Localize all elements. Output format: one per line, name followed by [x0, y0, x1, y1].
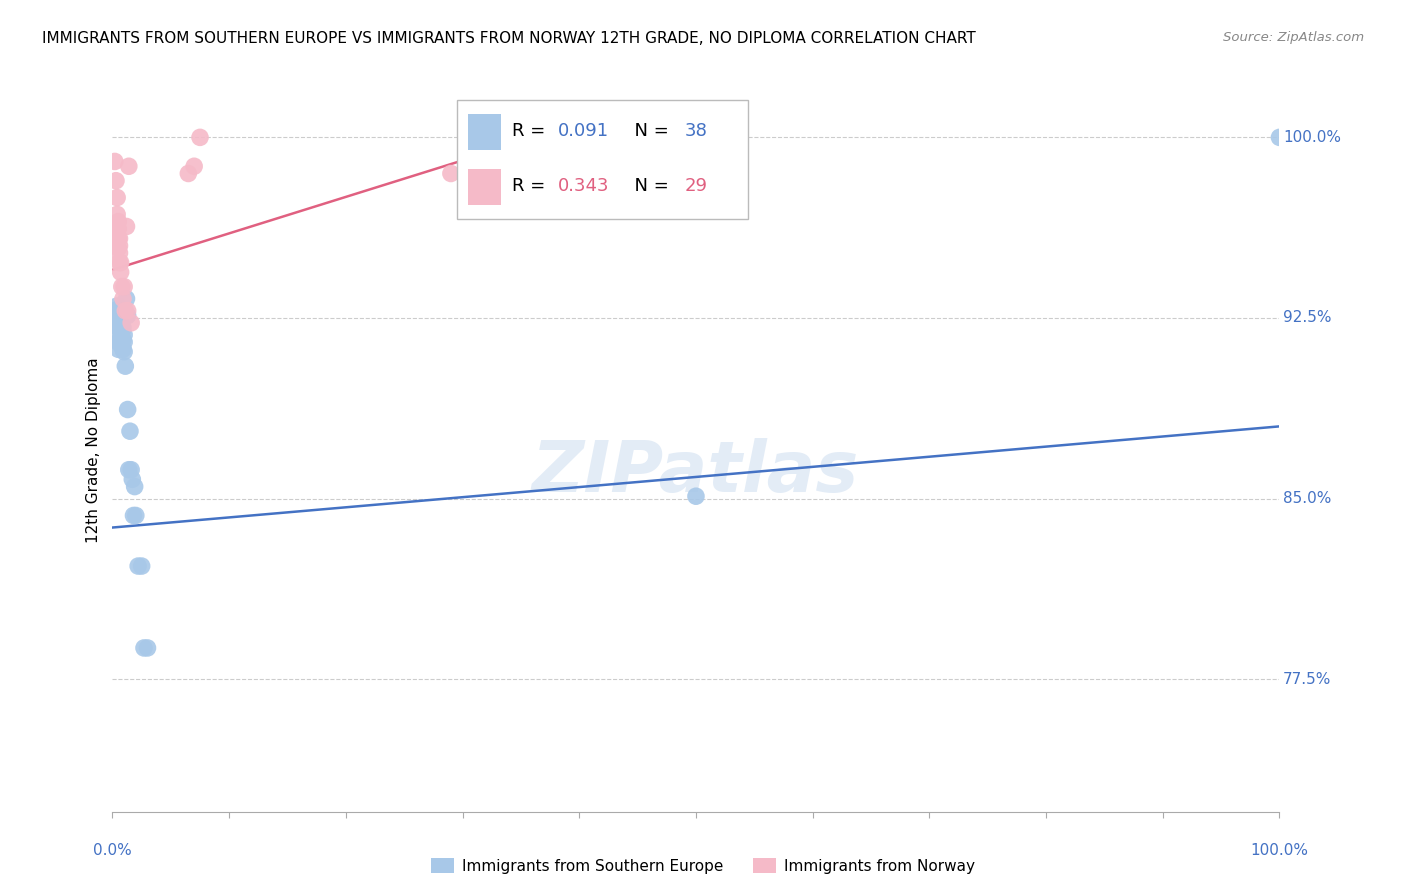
Point: [107, 222, 129, 236]
Point: [110, 320, 132, 334]
Point: [107, 343, 129, 357]
Text: 100.0%: 100.0%: [1282, 130, 1341, 145]
Text: 77.5%: 77.5%: [1282, 672, 1331, 687]
Point: [114, 303, 136, 318]
Point: [112, 327, 135, 342]
Point: [112, 335, 135, 350]
Point: [110, 337, 132, 351]
Point: [177, 167, 200, 181]
Point: [117, 303, 139, 318]
Point: [107, 241, 129, 255]
Point: [131, 559, 153, 574]
Point: [685, 489, 707, 503]
Text: 92.5%: 92.5%: [1282, 310, 1331, 326]
Text: 0.0%: 0.0%: [93, 843, 132, 858]
Point: [107, 215, 129, 229]
Y-axis label: 12th Grade, No Diploma: 12th Grade, No Diploma: [86, 358, 101, 543]
Text: 85.0%: 85.0%: [1282, 491, 1331, 506]
Point: [509, 154, 531, 169]
Point: [110, 333, 132, 347]
Point: [127, 559, 149, 574]
Point: [108, 313, 131, 327]
Point: [107, 327, 129, 342]
Point: [104, 174, 127, 188]
Point: [105, 222, 128, 236]
Point: [125, 508, 148, 523]
Point: [107, 335, 129, 350]
Point: [105, 191, 128, 205]
Text: Source: ZipAtlas.com: Source: ZipAtlas.com: [1223, 31, 1364, 45]
Point: [108, 246, 131, 260]
Point: [111, 326, 134, 340]
Point: [108, 231, 131, 245]
Point: [105, 311, 128, 326]
Point: [124, 480, 146, 494]
Point: [107, 320, 129, 334]
Point: [188, 130, 211, 145]
Point: [104, 154, 127, 169]
Point: [105, 231, 128, 245]
Point: [115, 292, 138, 306]
Point: [111, 279, 134, 293]
Point: [110, 265, 132, 279]
Point: [120, 463, 142, 477]
Point: [112, 344, 135, 359]
Point: [110, 255, 132, 269]
Point: [136, 640, 159, 655]
Point: [111, 292, 134, 306]
Point: [104, 303, 127, 318]
Point: [108, 301, 131, 316]
Point: [118, 463, 141, 477]
Text: IMMIGRANTS FROM SOUTHERN EUROPE VS IMMIGRANTS FROM NORWAY 12TH GRADE, NO DIPLOMA: IMMIGRANTS FROM SOUTHERN EUROPE VS IMMIG…: [42, 31, 976, 46]
Point: [104, 313, 127, 327]
Point: [1268, 130, 1291, 145]
Point: [122, 508, 145, 523]
Point: [120, 316, 142, 330]
Point: [108, 239, 131, 253]
Point: [111, 333, 134, 347]
Point: [107, 231, 129, 245]
Point: [132, 640, 155, 655]
Text: ZIPatlas: ZIPatlas: [533, 438, 859, 507]
Point: [183, 159, 205, 173]
Point: [111, 320, 134, 334]
Point: [118, 159, 141, 173]
Point: [118, 424, 141, 438]
Point: [117, 309, 139, 323]
Text: 100.0%: 100.0%: [1250, 843, 1309, 858]
Point: [117, 402, 139, 417]
Point: [121, 472, 143, 486]
Legend: Immigrants from Southern Europe, Immigrants from Norway: Immigrants from Southern Europe, Immigra…: [425, 852, 981, 880]
Point: [112, 279, 135, 293]
Point: [111, 343, 134, 357]
Point: [114, 359, 136, 373]
Point: [115, 219, 138, 234]
Point: [440, 167, 463, 181]
Point: [105, 207, 128, 221]
Point: [105, 299, 128, 313]
Point: [111, 333, 134, 347]
Point: [108, 255, 131, 269]
